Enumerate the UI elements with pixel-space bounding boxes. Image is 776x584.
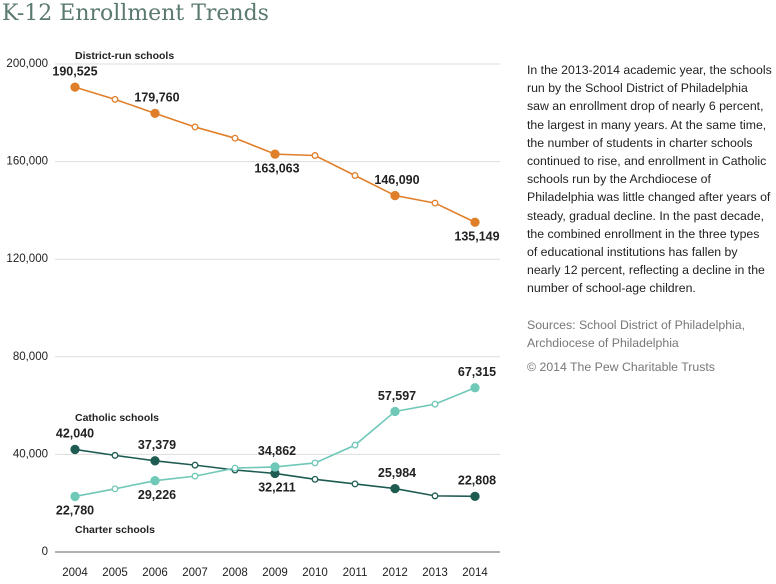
legend-label: Charter schools: [75, 524, 155, 536]
data-point: [311, 152, 319, 159]
data-label: 190,525: [52, 64, 97, 78]
data-label: 22,808: [458, 474, 496, 488]
y-tick-label: 160,000: [6, 156, 48, 168]
x-tick-label: 2007: [182, 567, 208, 579]
data-point: [431, 199, 439, 207]
data-label: 22,780: [56, 504, 94, 518]
data-point: [351, 441, 359, 449]
data-point: [431, 400, 439, 408]
sources: Sources: School District of Philadelphia…: [527, 318, 746, 351]
x-tick-label: 2012: [382, 567, 408, 579]
data-point: [231, 464, 239, 472]
data-point: [390, 483, 400, 494]
data-label: 34,862: [258, 444, 296, 458]
chart-title: K-12 Enrollment Trends: [2, 1, 269, 26]
legend-label: Catholic schools: [75, 412, 159, 424]
data-point: [270, 462, 280, 472]
data-point: [70, 82, 80, 92]
data-point: [351, 172, 359, 179]
data-label: 57,597: [378, 389, 416, 403]
data-point: [470, 491, 480, 501]
data-label: 25,984: [378, 466, 416, 480]
data-point: [150, 476, 160, 486]
data-point: [311, 459, 319, 467]
x-tick-label: 2013: [422, 567, 448, 579]
data-point: [191, 123, 199, 131]
data-point: [111, 451, 119, 459]
data-point: [470, 383, 480, 393]
data-point: [70, 491, 80, 502]
data-label: 42,040: [56, 427, 94, 441]
data-point: [111, 485, 119, 493]
data-label: 32,211: [258, 481, 296, 495]
x-tick-label: 2014: [462, 567, 488, 579]
data-point: [191, 472, 199, 480]
data-label: 37,379: [138, 438, 176, 452]
x-tick-label: 2008: [222, 567, 248, 579]
data-point: [351, 480, 359, 488]
data-point: [70, 444, 80, 455]
x-tick-label: 2011: [343, 567, 368, 579]
y-tick-label: 40,000: [13, 448, 48, 460]
x-tick-label: 2009: [262, 567, 288, 579]
y-tick-label: 200,000: [6, 58, 48, 70]
x-tick-label: 2004: [62, 567, 88, 579]
data-point: [390, 406, 400, 417]
x-tick-label: 2006: [142, 567, 168, 579]
y-tick-label: 120,000: [6, 253, 48, 265]
data-point: [311, 475, 319, 483]
data-point: [191, 461, 199, 469]
data-point: [390, 190, 400, 201]
legend-label: District-run schools: [75, 50, 174, 62]
data-label: 179,760: [134, 91, 179, 105]
data-point: [270, 149, 280, 159]
data-point: [470, 217, 480, 227]
data-label: 163,063: [254, 161, 299, 175]
x-tick-label: 2005: [102, 567, 128, 579]
data-label: 29,226: [138, 488, 176, 502]
copyright: © 2014 The Pew Charitable Trusts: [527, 360, 715, 374]
description: In the 2013-2014 academic year, the scho…: [527, 63, 772, 296]
data-label: 135,149: [454, 230, 499, 244]
data-point: [431, 492, 439, 500]
y-tick-label: 80,000: [13, 351, 48, 363]
data-label: 146,090: [374, 173, 419, 187]
data-point: [231, 134, 239, 142]
data-label: 67,315: [458, 365, 496, 379]
x-tick-label: 2010: [302, 567, 328, 579]
data-point: [111, 95, 119, 103]
data-point: [150, 456, 160, 466]
data-point: [150, 108, 160, 119]
y-tick-label: 0: [42, 546, 48, 558]
